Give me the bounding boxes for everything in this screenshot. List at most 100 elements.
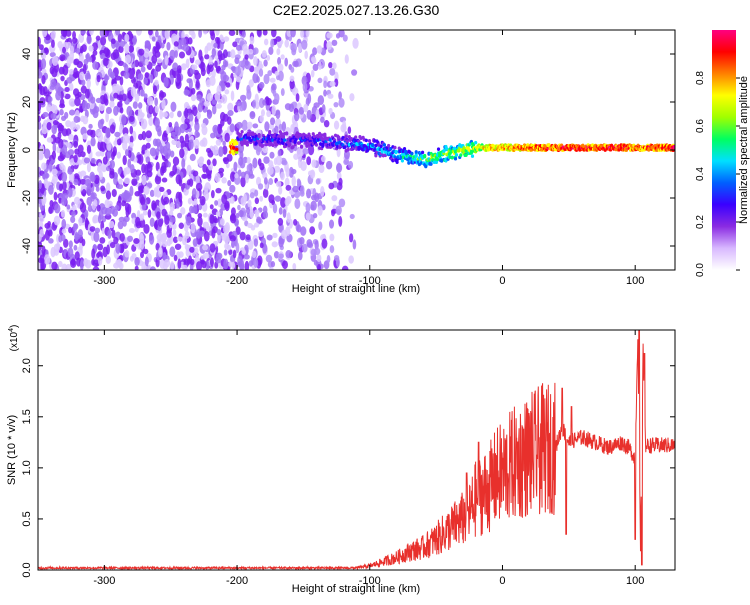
heatmap-cell [230,90,235,101]
heatmap-cell [342,34,348,42]
heatmap-cell [304,50,308,60]
heatmap-cell [249,192,255,199]
heatmap-cell [277,63,284,72]
heatmap-cell [46,137,54,143]
heatmap-ridge-cell [297,141,302,145]
snr-x-axis: -300 -200 -100 0 100 [93,330,644,587]
heatmap-cell [105,106,112,115]
heatmap-cell [101,165,107,172]
heatmap-cell [41,125,48,135]
heatmap-cell [117,85,124,92]
heatmap-ridge-cell [245,143,250,147]
heatmap-cell [211,228,216,239]
heatmap-cell [313,247,321,256]
snr-x-label: Height of straight line (km) [292,583,420,595]
heatmap-cell [229,123,235,133]
heatmap-cell [259,195,264,202]
heatmap-cell [246,84,251,94]
heatmap-cell [193,138,200,150]
heatmap-cell [72,222,78,232]
heatmap-cell [209,204,214,210]
heatmap-cell [317,264,321,270]
heatmap-cell [282,208,287,219]
heatmap-cell [282,260,288,270]
heatmap-cell [79,178,87,185]
heatmap-cell [306,239,313,247]
heatmap-cell [269,151,275,159]
heatmap-cell [107,229,112,239]
x-tick-label: 100 [626,275,644,287]
heatmap-cell [253,238,259,247]
heatmap-cell [274,125,279,134]
heatmap-cell [130,86,137,98]
heatmap-cell [99,95,106,105]
heatmap-cell [162,111,168,118]
heatmap-cell [140,65,146,73]
heatmap-cell [90,192,95,202]
heatmap-cell [252,123,259,129]
heatmap-cell [68,82,74,91]
heatmap-cell [309,169,316,179]
heatmap-cell [181,235,188,246]
heatmap-cell [79,45,84,54]
heatmap-cell [302,148,309,155]
heatmap-cell [158,246,163,258]
heatmap-cell [290,123,295,133]
heatmap-cell [312,212,318,219]
heatmap-cell [123,71,130,79]
heatmap-cell [95,97,102,104]
heatmap-cell [67,168,73,175]
heatmap-cell [315,109,320,120]
y-tick-label: 1.0 [21,460,33,475]
heatmap-cell [210,257,214,267]
heatmap-cell [66,204,71,210]
heatmap-cell [49,66,55,75]
heatmap-cell [74,97,81,107]
heatmap-cell [202,252,210,259]
heatmap-cell [51,124,57,135]
heatmap-cell [306,156,312,166]
heatmap-cell [179,135,185,144]
heatmap-cell [267,70,273,77]
heatmap-ridge-cell [228,141,233,145]
heatmap-ridge-cell [279,131,283,136]
heatmap-cell [280,54,285,60]
heatmap-cell [217,232,221,243]
heatmap-cell [174,121,179,132]
heatmap-cell [191,188,197,198]
heatmap-cell [272,232,278,238]
heatmap-cell [48,160,53,172]
heatmap-ridge-cell [239,132,243,137]
heatmap-cell [338,198,346,208]
heatmap-cell [190,94,197,102]
heatmap-cell [224,222,230,233]
heatmap-cell [329,233,335,242]
heatmap-cell [179,148,185,159]
heatmap-cell [149,266,156,270]
spectrogram-x-axis: -300 -200 -100 0 100 [93,30,644,287]
heatmap-cell [215,187,222,194]
y-tick-label: 0 [21,147,33,153]
heatmap-cell [187,37,193,45]
heatmap-cell [145,130,152,139]
heatmap-cell [158,90,164,101]
heatmap-ridge-cell [436,147,441,151]
heatmap-cell [134,93,140,102]
x-tick-label: -100 [359,275,381,287]
heatmap-cell [256,30,262,37]
heatmap-cell [135,169,142,176]
heatmap-cell [220,36,225,43]
heatmap-cell [58,235,63,243]
heatmap-cell [129,125,134,135]
heatmap-cell [153,85,157,95]
heatmap-cell [221,194,228,204]
heatmap-cell [240,176,246,188]
heatmap-cell [201,125,208,136]
heatmap-cell [45,172,50,179]
heatmap-cell [278,123,283,131]
heatmap-cell [238,210,244,218]
heatmap-cell [237,169,242,177]
heatmap-cell [293,219,298,226]
heatmap-cell [40,262,45,270]
heatmap-cell [293,60,299,68]
